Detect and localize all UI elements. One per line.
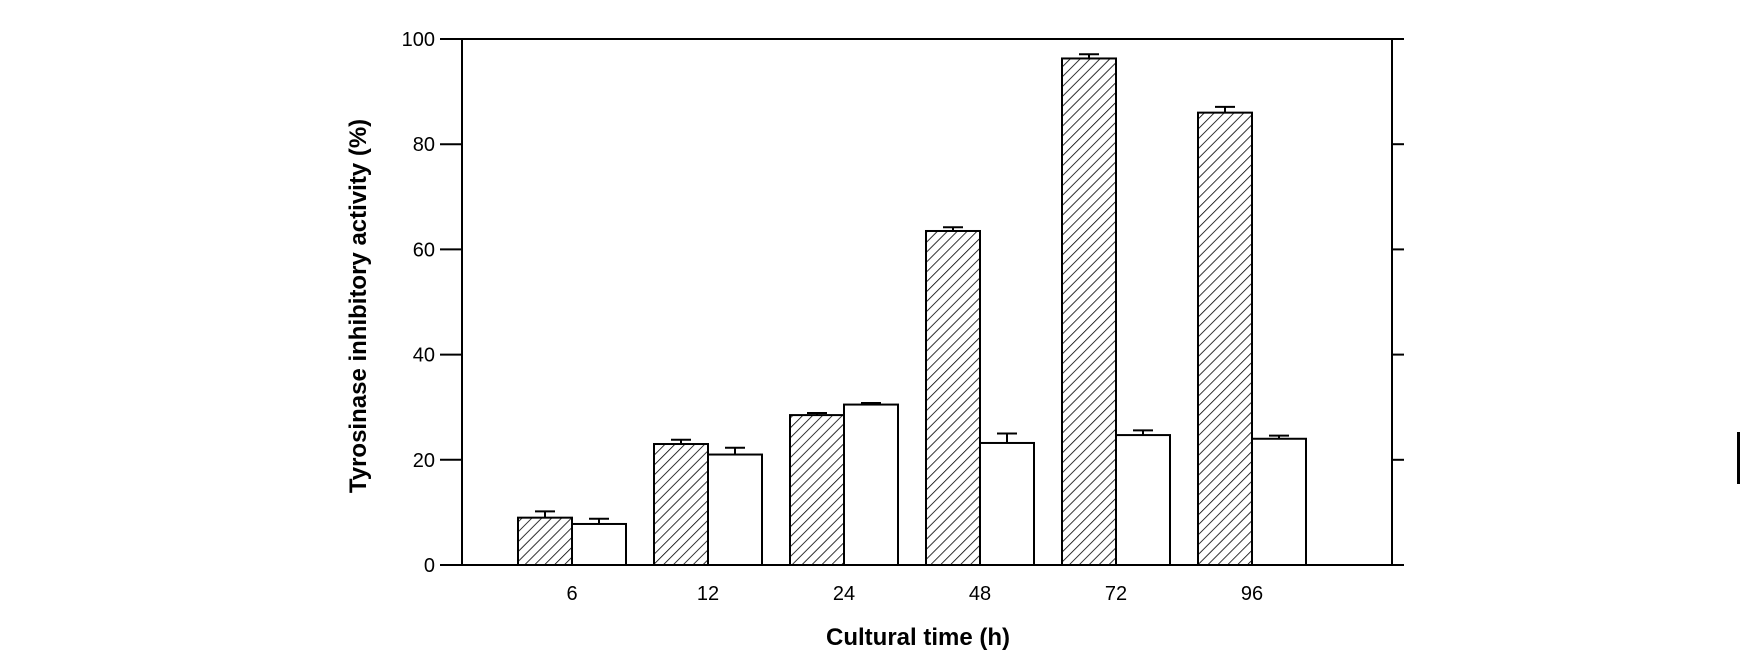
- bar: [925, 229, 981, 567]
- bar: [1251, 437, 1307, 567]
- x-tick-label: 24: [833, 583, 855, 605]
- x-tick-label: 6: [566, 583, 577, 605]
- y-axis-title: Tyrosinase inhibitory activity (%): [345, 119, 372, 493]
- x-tick-label: 12: [697, 583, 719, 605]
- y-tick-label: 20: [413, 450, 435, 472]
- y-tick-label: 80: [413, 134, 435, 156]
- x-tick-label: 96: [1241, 583, 1263, 605]
- edge-mark: [1737, 432, 1740, 484]
- bar: [1197, 111, 1253, 566]
- x-tick-label: 48: [969, 583, 991, 605]
- y-tick-label: 0: [424, 555, 435, 577]
- x-axis-title: Cultural time (h): [826, 624, 1010, 651]
- x-tick-label: 72: [1105, 583, 1127, 605]
- y-tick-label: 40: [413, 345, 435, 367]
- bar: [653, 443, 709, 566]
- y-tick-label: 60: [413, 239, 435, 261]
- bar: [1061, 57, 1117, 566]
- bar: [789, 414, 845, 566]
- bar: [1115, 434, 1171, 566]
- bar: [979, 441, 1035, 566]
- bar: [517, 516, 573, 566]
- plot-area: 0 20 40 60 80 100 6 12 24 48 72 96: [402, 29, 1404, 605]
- bar: [843, 403, 899, 566]
- y-tick-label: 100: [402, 29, 435, 51]
- bar: [707, 453, 763, 567]
- bar: [571, 522, 627, 566]
